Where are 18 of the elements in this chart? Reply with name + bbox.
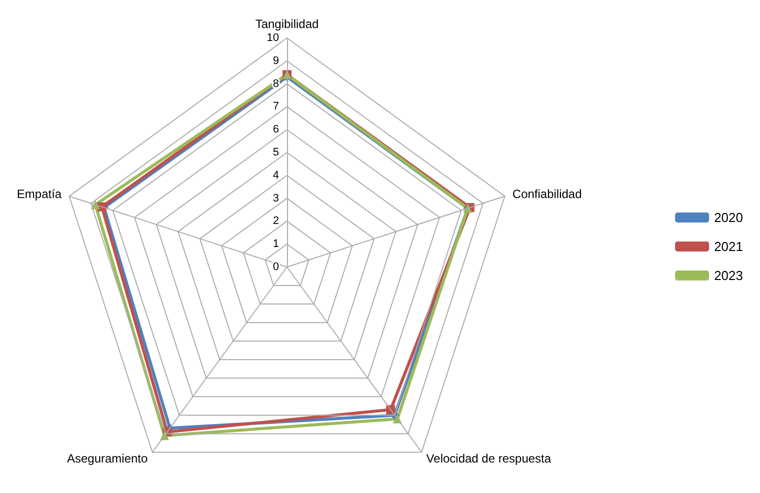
y-tick-label: 7 [272,100,279,113]
spoke-label: Velocidad de respuesta [426,452,552,466]
spoke-label: Confiabilidad [512,186,582,201]
y-tick-label: 4 [272,169,279,182]
spoke-label: Tangibilidad [255,17,319,31]
y-tick-label: 5 [272,146,279,158]
legend-label: 2023 [714,268,743,283]
legend-label: 2020 [714,210,743,225]
legend-label: 2021 [714,239,743,254]
y-tick-label: 2 [272,215,279,228]
y-tick-label: 10 [266,32,279,44]
y-tick-label: 3 [272,192,279,204]
spoke-label: Empatía [16,186,62,201]
y-tick-label: 9 [272,54,279,67]
y-tick-label: 0 [272,261,279,273]
y-tick-label: 6 [272,124,279,136]
y-tick-label: 1 [272,238,279,250]
spoke-label: Aseguramiento [66,452,148,466]
